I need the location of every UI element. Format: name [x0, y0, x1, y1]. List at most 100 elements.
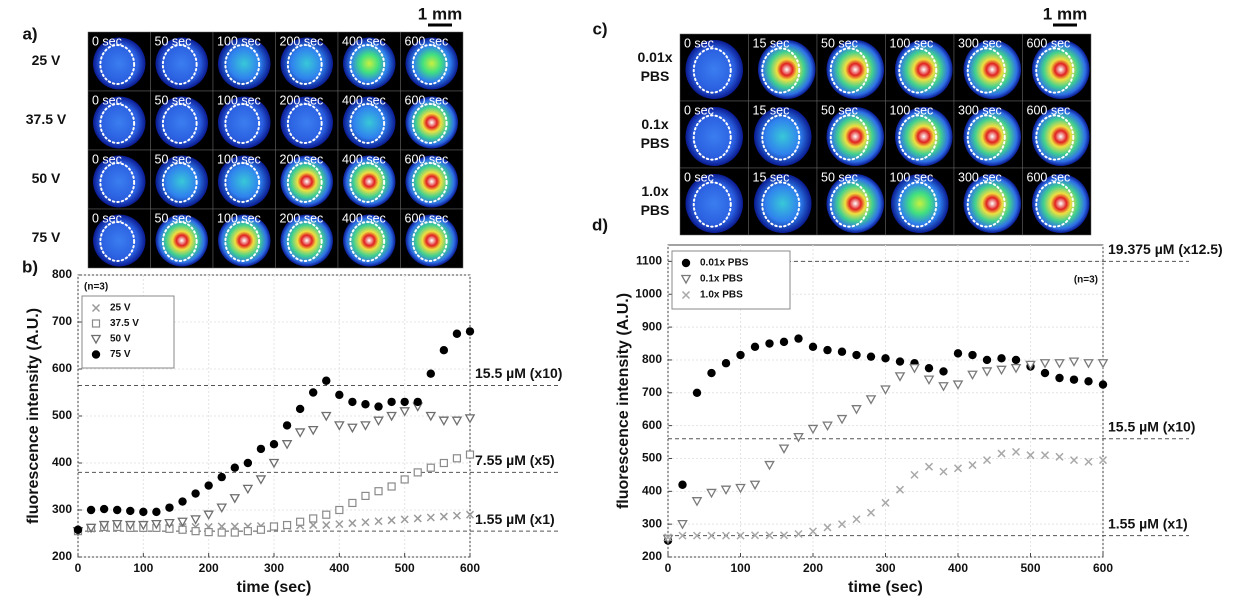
time-label: 300 sec [958, 103, 1002, 117]
data-point [895, 357, 905, 366]
x-tick-label: 500 [1020, 561, 1040, 575]
electrode-outline [161, 103, 198, 144]
data-point [204, 527, 213, 537]
data-point [938, 382, 949, 392]
data-point [217, 528, 226, 537]
data-point [191, 489, 200, 498]
time-label: 100 sec [890, 103, 934, 117]
data-point [124, 520, 136, 531]
time-label: 0 sec [92, 93, 122, 107]
time-label: 400 sec [342, 152, 386, 166]
x-tick-label: 100 [730, 561, 750, 575]
data-point [910, 470, 919, 479]
electrode-outline [161, 44, 198, 85]
data-point [465, 450, 475, 459]
data-point [953, 464, 963, 473]
data-point [335, 520, 344, 529]
electrode-outline [829, 47, 869, 94]
y-axis-title: fluorescence intensity (A.U.) [25, 308, 42, 524]
electrode-outline [966, 47, 1006, 94]
data-point [269, 522, 279, 531]
data-point [720, 485, 732, 496]
time-label: 300 sec [958, 36, 1002, 50]
data-point [138, 520, 149, 531]
droplet [963, 40, 1022, 99]
time-label: 600 sec [405, 93, 449, 107]
legend-marker [681, 290, 691, 300]
data-point [322, 510, 331, 519]
data-point [190, 515, 201, 525]
electrode-outline [99, 103, 136, 144]
data-point [282, 520, 292, 530]
row-label: PBS [641, 202, 670, 218]
y-tick-label: 700 [52, 314, 72, 328]
data-point [309, 514, 318, 523]
data-point [794, 334, 803, 343]
x-tick-label: 300 [264, 561, 284, 575]
data-point [997, 449, 1006, 458]
y-tick-label: 300 [52, 502, 72, 516]
data-point [1026, 451, 1035, 460]
data-point [996, 365, 1007, 376]
electrode-outline [99, 44, 136, 85]
y-tick-label: 800 [52, 267, 72, 281]
data-point [953, 349, 963, 358]
electrode-outline [898, 114, 938, 161]
time-label: 100 sec [217, 152, 261, 166]
data-point [426, 369, 435, 378]
droplet [1031, 40, 1090, 99]
y-tick-label: 600 [642, 418, 662, 432]
row-label: 50 V [32, 170, 61, 186]
electrode-outline [224, 103, 261, 144]
time-label: 50 sec [821, 103, 858, 117]
data-point [837, 347, 847, 356]
data-point [1054, 359, 1065, 369]
data-point [399, 407, 410, 417]
data-point [309, 521, 318, 530]
electrode-outline [411, 162, 448, 203]
legend-label: 75 V [110, 349, 131, 360]
x-tick-label: 600 [1093, 561, 1113, 575]
data-point [1068, 357, 1080, 367]
data-point [426, 513, 435, 522]
legend-box [671, 250, 791, 310]
electrode-outline [99, 162, 136, 203]
data-point [721, 531, 731, 540]
time-label: 400 sec [342, 93, 386, 107]
data-point [334, 421, 345, 431]
time-label: 600 sec [405, 152, 449, 166]
x-tick-label: 600 [460, 561, 480, 575]
data-point [1040, 451, 1050, 460]
reference-label: 15.5 µM (x10) [475, 365, 562, 381]
row-label: PBS [641, 68, 670, 84]
data-point [178, 525, 187, 534]
data-point [1097, 359, 1109, 369]
droplet [963, 107, 1022, 166]
x-tick-label: 500 [395, 561, 415, 575]
time-label: 200 sec [280, 211, 324, 225]
data-point [808, 527, 818, 536]
data-point [373, 416, 384, 427]
data-point [243, 527, 252, 536]
data-point [1011, 355, 1021, 365]
data-point [794, 529, 803, 539]
data-point [165, 503, 174, 512]
y-tick-label: 400 [52, 455, 72, 469]
legend-label: 0.1x PBS [700, 274, 743, 285]
data-point [822, 421, 833, 431]
data-point [764, 460, 775, 471]
droplet [826, 40, 885, 99]
data-point [281, 440, 293, 450]
scale-bar-label: 1 mm [418, 4, 462, 23]
droplet [963, 174, 1022, 233]
annotation: (n=3) [84, 282, 108, 293]
time-label: 50 sec [155, 93, 192, 107]
time-label: 100 sec [217, 93, 261, 107]
data-point [939, 367, 948, 376]
data-point [895, 485, 905, 494]
data-point [924, 462, 934, 471]
data-point [465, 510, 475, 519]
data-point [230, 528, 239, 537]
time-label: 200 sec [280, 93, 324, 107]
data-point [823, 523, 832, 532]
